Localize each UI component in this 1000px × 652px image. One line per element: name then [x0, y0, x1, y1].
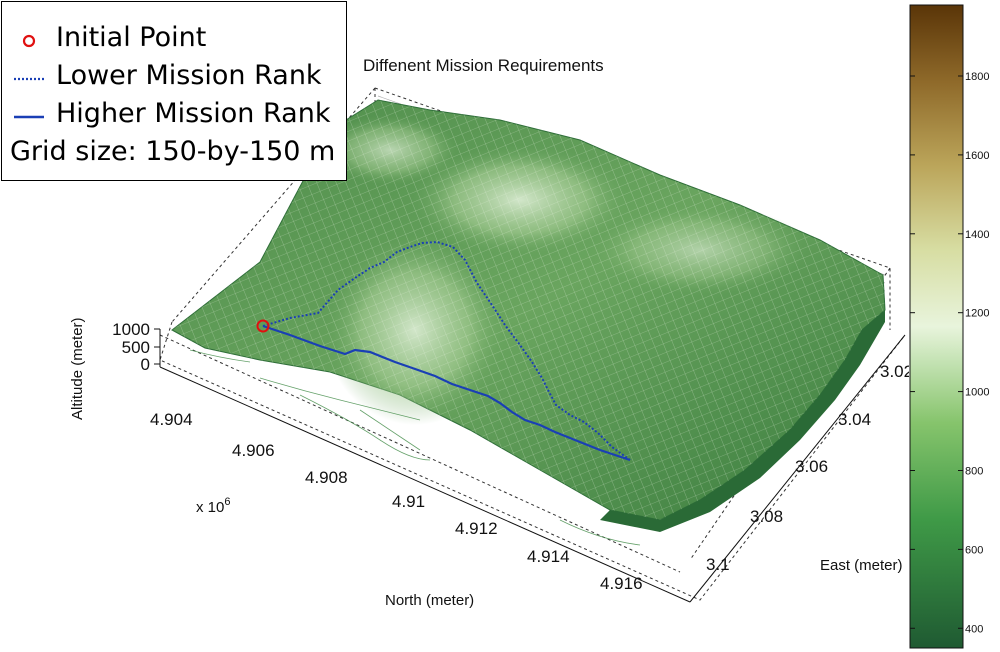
colorbar-tick-label: 1200 [965, 308, 989, 320]
legend-item-initial-point: Initial Point [12, 20, 206, 54]
y-tick-3-04: 3.04 [838, 410, 871, 429]
colorbar-gradient [909, 4, 964, 649]
legend-label-higher-mission-rank: Higher Mission Rank [56, 97, 331, 129]
x-tick-4-904: 4.904 [150, 410, 193, 429]
y-tick-3-06: 3.06 [795, 457, 828, 476]
chart-title: Diffenent Mission Requirements [363, 56, 604, 75]
z-axis-label: Altitude (meter) [69, 317, 86, 420]
colorbar-tick-label: 600 [965, 544, 983, 556]
colorbar-tick-label: 400 [965, 623, 983, 635]
z-tick-1000: 1000 [112, 320, 150, 339]
x-tick-4-916: 4.916 [600, 574, 643, 593]
axes-box [159, 87, 906, 601]
x-scale-label: x 106 [196, 496, 230, 516]
solid-line-icon [12, 103, 46, 123]
circle-marker-icon [12, 27, 46, 48]
legend: Initial Point Lower Mission Rank Higher … [1, 1, 347, 181]
z-axis: 1000 500 0 Altitude (meter) [69, 317, 161, 420]
legend-item-higher-mission-rank: Higher Mission Rank [12, 96, 330, 130]
x-tick-4-906: 4.906 [232, 441, 275, 460]
z-tick-500: 500 [122, 338, 150, 357]
colorbar-tick-label: 800 [965, 465, 983, 477]
colorbar-tick-label: 1800 [965, 71, 989, 83]
colorbar-tick-label: 1000 [965, 387, 989, 399]
z-tick-0: 0 [141, 355, 150, 374]
legend-item-lower-mission-rank: Lower Mission Rank [12, 58, 322, 92]
y-tick-3-08: 3.08 [750, 507, 783, 526]
legend-label-initial-point: Initial Point [56, 21, 207, 53]
contour-lines [189, 349, 641, 546]
legend-grid-note: Grid size: 150-by-150 m [10, 135, 336, 167]
dotted-line-icon [12, 65, 46, 85]
path-higher-mission-rank [262, 324, 631, 462]
y-axis-label: East (meter) [820, 557, 903, 574]
colorbar-tick-label: 1400 [965, 229, 989, 241]
legend-label-lower-mission-rank: Lower Mission Rank [56, 59, 322, 91]
initial-point-marker [256, 319, 270, 333]
colorbar-tick-label: 1600 [965, 150, 989, 162]
x-tick-4-912: 4.912 [455, 519, 498, 538]
y-tick-3-02: 3.02 [880, 362, 913, 381]
y-tick-3-1: 3.1 [706, 555, 730, 574]
colorbar: 1800 1600 1400 1200 1000 800 600 400 [909, 4, 989, 649]
y-axis: 3.1 3.08 3.06 3.04 3.02 East (meter) 5 [689, 334, 966, 603]
x-tick-4-91: 4.91 [392, 492, 425, 511]
terrain-mesh [172, 100, 885, 520]
terrain-front-edge [600, 310, 885, 532]
x-axis-label: North (meter) [385, 592, 474, 609]
x-axis: 4.904 4.906 4.908 4.91 4.912 4.914 4.916… [150, 366, 691, 609]
x-tick-4-908: 4.908 [305, 468, 348, 487]
x-tick-4-914: 4.914 [527, 547, 570, 566]
